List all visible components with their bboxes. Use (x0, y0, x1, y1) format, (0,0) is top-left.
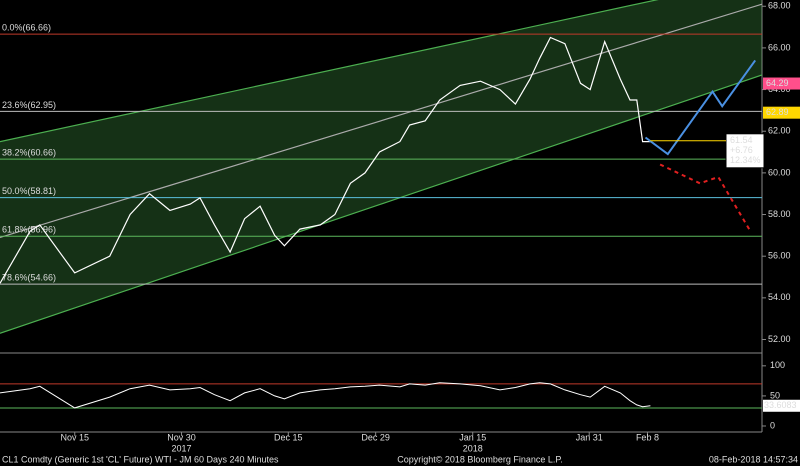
price-badge-label: 64.29 (766, 78, 789, 88)
fib-label: 78.6%(54.66) (2, 272, 56, 282)
x-tick-label: Feb 8 (636, 432, 659, 442)
channel-lower (0, 74, 762, 334)
last-pct: 12.34% (730, 155, 761, 165)
y-tick-label: 58.00 (768, 209, 791, 219)
fib-label: 0.0%(66.66) (2, 23, 51, 33)
rsi-tick-label: 50 (770, 390, 780, 400)
y-tick-label: 56.00 (768, 251, 791, 261)
footer-right: 08-Feb-2018 14:57:34 (709, 454, 798, 464)
price-badge (763, 106, 800, 119)
y-tick-label: 66.00 (768, 42, 791, 52)
price-badge (763, 77, 800, 90)
rsi-badge-label: 33.6083 (764, 400, 797, 410)
fib-label: 61.8%(56.96) (2, 225, 56, 235)
fib-label: 50.0%(58.81) (2, 186, 56, 196)
last-block (725, 133, 765, 169)
x-tick-label: Dec 15 (274, 432, 303, 442)
y-tick-label: 52.00 (768, 334, 791, 344)
forecast-up (644, 59, 757, 156)
rsi-badge (763, 399, 800, 412)
rsi-tick-label: 0 (770, 420, 775, 430)
last-price: 61.54 (730, 135, 753, 145)
x-tick-label: Dec 29 (361, 432, 390, 442)
rsi-line (0, 382, 651, 409)
year-label: 2018 (463, 443, 483, 453)
footer-center: Copyright© 2018 Bloomberg Finance L.P. (397, 454, 563, 464)
fib-label: 23.6%(62.95) (2, 100, 56, 110)
channel-fill (0, 0, 762, 334)
y-tick-label: 54.00 (768, 292, 791, 302)
price-line (0, 36, 651, 284)
rsi-tick-label: 100 (770, 360, 785, 370)
y-tick-label: 60.00 (768, 167, 791, 177)
channel-upper (0, 0, 659, 143)
x-tick-label: Jan 15 (459, 432, 486, 442)
fib-label: 38.2%(60.66) (2, 148, 56, 158)
channel-middle (0, 3, 762, 239)
year-label: 2017 (172, 443, 192, 453)
x-tick-label: Nov 30 (167, 432, 196, 442)
price-badge-label: 62.89 (766, 107, 789, 117)
last-change: +6.76 (730, 145, 753, 155)
y-tick-label: 68.00 (768, 1, 791, 11)
x-tick-label: Jan 31 (576, 432, 603, 442)
y-tick-label: 62.00 (768, 126, 791, 136)
x-tick-label: Nov 15 (60, 432, 89, 442)
footer-left: CL1 Comdty (Generic 1st 'CL' Future) WTI… (2, 454, 279, 464)
